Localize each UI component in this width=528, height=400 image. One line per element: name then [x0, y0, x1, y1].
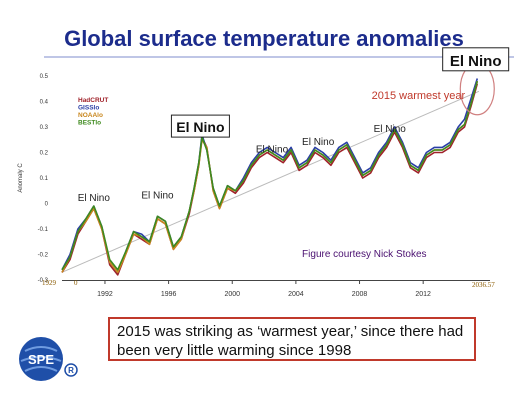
series-line-bestlo — [61, 80, 479, 271]
series-line-hadcrut — [61, 83, 479, 276]
corner-label-right: 2036.57 — [472, 281, 495, 289]
svg-text:R: R — [68, 366, 74, 375]
y-axis-label: Anomaly C — [18, 163, 24, 193]
caption-box: 2015 was striking as ‘warmest year,’ sin… — [108, 317, 476, 361]
corner-label-left-value: 0 — [74, 279, 78, 287]
series-line-noaalo — [61, 80, 479, 274]
y-tick-label: 0.5 — [40, 74, 49, 80]
x-tick-label: 1992 — [97, 291, 113, 298]
annotation-label: El Nino — [141, 190, 174, 201]
temperature-anomaly-chart: -0.3 -0.2 -0.1 0 0.1 0.2 0.3 0.4 0.5 Anomaly C 199… — [18, 47, 510, 298]
legend-entry: HadCRUT — [78, 97, 108, 104]
legend-entry: NOAAlo — [78, 112, 103, 119]
y-tick-label: 0.2 — [40, 151, 49, 157]
x-tick-label: 1996 — [161, 291, 177, 298]
annotation-label: El Nino — [78, 193, 111, 204]
annotation-label: 2015 warmest year — [372, 90, 466, 102]
y-tick-label: 0 — [45, 202, 49, 208]
annotation-box — [170, 114, 230, 138]
y-tick-label: 0.3 — [40, 125, 49, 131]
legend-entry: GISSlo — [78, 105, 99, 112]
annotation-label: El Nino — [302, 137, 335, 148]
trend-line — [61, 90, 480, 273]
registered-mark-icon — [64, 363, 78, 377]
y-tick-label: 0.4 — [40, 100, 49, 106]
y-tick-label: -0.1 — [38, 227, 49, 233]
x-tick-label: 2012 — [415, 291, 431, 298]
x-tick-label: 2004 — [288, 291, 304, 298]
annotation-label: El Nino — [450, 53, 502, 70]
logo-text: SPE — [28, 352, 54, 367]
y-tick-label: 0.1 — [40, 176, 49, 182]
x-tick-label: 2000 — [224, 291, 240, 298]
series-line-gisslo — [61, 78, 479, 274]
y-tick-label: -0.3 — [38, 278, 49, 284]
legend-entry: BESTlo — [78, 120, 101, 127]
title-underline — [44, 56, 514, 58]
corner-label-left: 1929 — [42, 279, 57, 287]
annotation-label: El Nino — [256, 145, 289, 156]
spe-logo: SPE R — [19, 337, 78, 381]
annotation-label: El Nino — [374, 124, 407, 135]
y-tick-label: -0.2 — [38, 253, 49, 259]
annotation-label: El Nino — [176, 119, 224, 135]
annotation-label: Figure courtesy Nick Stokes — [302, 249, 427, 260]
annotation-box — [442, 47, 510, 72]
x-tick-label: 2008 — [352, 291, 368, 298]
page-title: Global surface temperature anomalies — [64, 26, 464, 51]
